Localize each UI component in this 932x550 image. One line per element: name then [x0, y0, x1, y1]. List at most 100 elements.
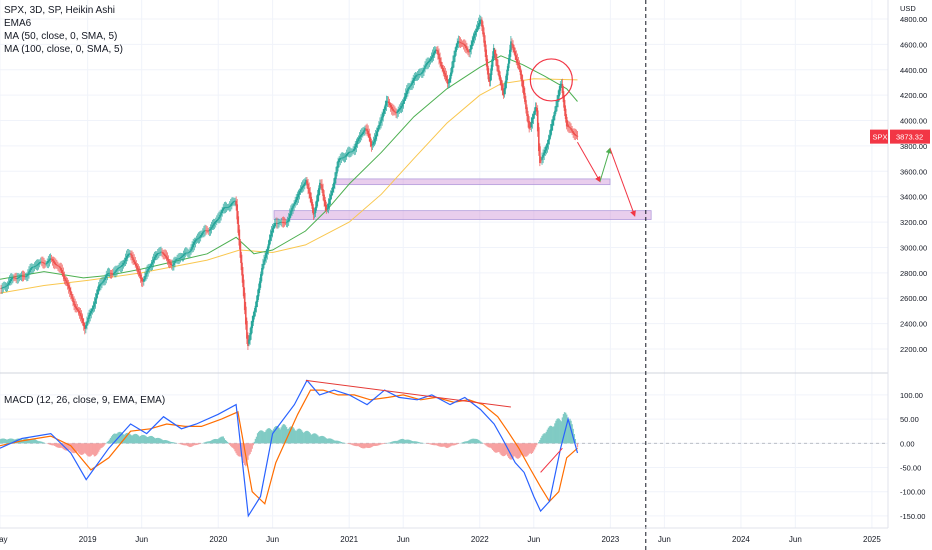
macd-pane	[0, 379, 888, 518]
candle-up	[147, 268, 149, 272]
macd-histogram-bar	[563, 412, 566, 444]
macd-histogram-bar	[215, 438, 217, 444]
candle-up	[222, 208, 225, 211]
macd-histogram-bar	[135, 434, 138, 444]
macd-histogram-bar	[543, 433, 545, 444]
macd-histogram-bar	[462, 441, 465, 444]
candle-up	[273, 223, 276, 226]
candle-down	[247, 335, 249, 346]
candle-up	[421, 72, 423, 74]
macd-histogram-bar	[290, 426, 292, 444]
candle-down	[81, 318, 84, 323]
price-tick-label: 2200.00	[900, 345, 927, 354]
candle-down	[572, 131, 574, 133]
candle-up	[249, 332, 251, 341]
candle-up	[96, 289, 99, 295]
candle-down	[575, 135, 578, 136]
candle-up	[299, 188, 302, 192]
price-tick-label: 2800.00	[900, 269, 927, 278]
macd-histogram-bar	[115, 433, 117, 444]
candle-down	[538, 127, 540, 152]
price-projection	[529, 0, 647, 550]
legend-macd-label[interactable]: MACD (12, 26, close, 9, EMA, EMA)	[4, 395, 166, 406]
candle-down	[309, 192, 311, 198]
candle-down	[168, 261, 171, 264]
candle-up	[177, 258, 179, 260]
macd-histogram-bar	[364, 443, 366, 449]
macd-histogram-bar	[549, 425, 552, 444]
macd-histogram-bar	[275, 426, 277, 444]
macd-histogram-bar	[149, 435, 151, 444]
candle-down	[243, 292, 246, 311]
candle-down	[74, 304, 76, 308]
candle-up	[286, 220, 289, 223]
candle-up	[433, 50, 436, 54]
macd-histogram-bar	[253, 441, 256, 444]
candle-down	[78, 310, 81, 314]
macd-histogram-bar	[35, 440, 38, 444]
macd-histogram-bar	[217, 439, 219, 444]
legend-title[interactable]: SPX, 3D, SP, Heikin Ashi	[4, 5, 115, 16]
candle-up	[330, 190, 333, 196]
macd-histogram-bar	[457, 443, 460, 444]
candle-up	[202, 231, 204, 234]
candle-up	[36, 264, 39, 266]
candle-up	[256, 294, 259, 303]
macd-histogram-bar	[83, 443, 85, 454]
macd-histogram-bar	[295, 430, 297, 444]
macd-histogram-bar	[533, 443, 536, 450]
candle-up	[543, 152, 545, 156]
candle-up	[304, 182, 306, 185]
candle-up	[218, 217, 220, 220]
macd-histogram-bar	[437, 443, 439, 446]
macd-histogram-bar	[327, 438, 330, 444]
candle-down	[519, 68, 522, 76]
macd-histogram-bar	[451, 443, 453, 446]
candle-up	[86, 321, 88, 326]
macd-histogram-bar	[329, 438, 332, 444]
candle-up	[382, 112, 384, 118]
candle-up	[250, 326, 252, 335]
macd-histogram-bar	[21, 439, 24, 444]
macd-histogram-bar	[246, 443, 248, 465]
macd-histogram-bar	[566, 414, 568, 444]
macd-histogram-bar	[234, 443, 236, 452]
macd-histogram-bar	[34, 439, 37, 444]
candle-up	[505, 73, 508, 83]
macd-histogram-bar	[163, 440, 165, 444]
candle-down	[237, 216, 240, 233]
macd-histogram-bar	[484, 443, 486, 445]
candle-up	[358, 136, 361, 139]
macd-histogram-bar	[481, 442, 483, 444]
candle-up	[419, 73, 422, 75]
macd-histogram-bar	[257, 431, 260, 444]
macd-histogram-bar	[351, 443, 353, 445]
macd-histogram-bar	[230, 443, 232, 447]
candle-down	[0, 288, 2, 289]
candle-down	[83, 325, 86, 329]
macd-histogram-bar	[540, 437, 542, 444]
macd-histogram-bar	[529, 443, 531, 453]
macd-histogram-bar	[218, 438, 220, 444]
macd-histogram-bar	[368, 443, 370, 448]
candle-down	[321, 184, 323, 191]
macd-histogram-bar	[55, 443, 57, 447]
candle-up	[1, 287, 3, 289]
candle-down	[320, 184, 322, 186]
macd-histogram-bar	[306, 430, 308, 444]
candle-up	[159, 252, 161, 254]
macd-histogram-bar	[452, 443, 454, 446]
candle-down	[239, 242, 242, 258]
candle-down	[139, 274, 142, 279]
candle-up	[224, 207, 227, 208]
macd-histogram-bar	[313, 433, 316, 444]
macd-histogram-bar	[305, 431, 307, 444]
macd-histogram-bar	[224, 440, 227, 444]
legend-ema[interactable]: EMA6	[4, 18, 32, 29]
candle-up	[214, 220, 217, 223]
macd-histogram-bar	[328, 438, 331, 444]
macd-histogram-bar	[285, 427, 288, 444]
legend-ma100[interactable]: MA (100, close, 0, SMA, 5)	[4, 44, 123, 55]
legend-ma50[interactable]: MA (50, close, 0, SMA, 5)	[4, 31, 118, 42]
